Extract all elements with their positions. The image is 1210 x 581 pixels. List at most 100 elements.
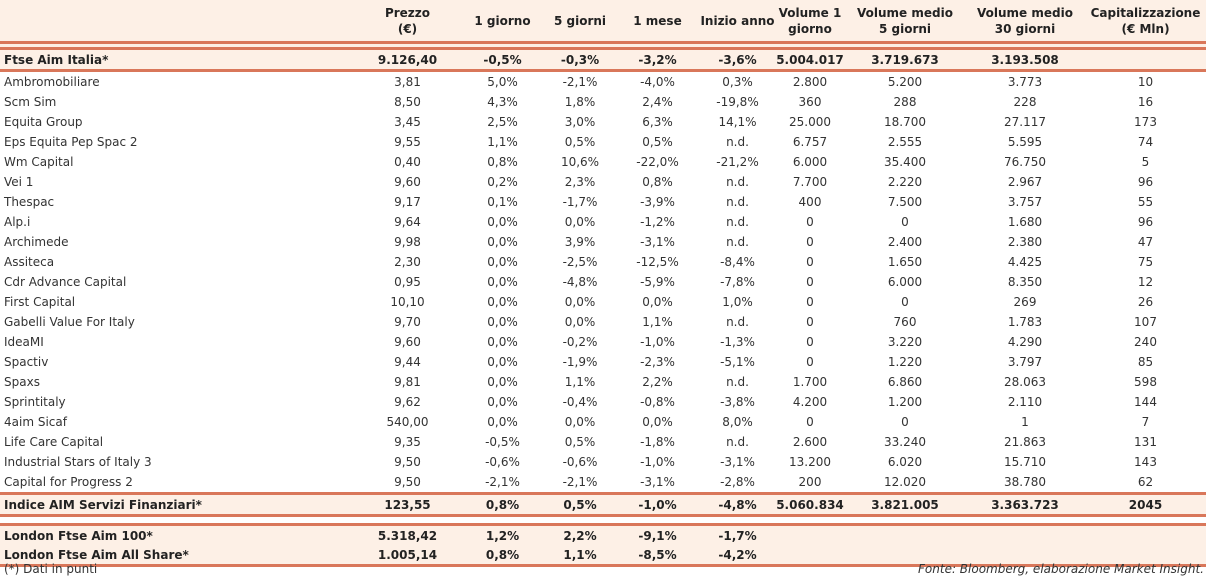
table-cell: 12.020 [884,475,926,489]
table-cell: 9.126,40 [355,48,460,72]
table-cell: 760 [893,315,917,329]
table-cell: -1,2% [640,215,675,229]
table-cell: 15.710 [1004,455,1046,469]
table-cell: 1.680 [1007,215,1043,229]
row-label: Ambromobiliare [4,75,100,89]
table-cell: 0 [901,415,909,429]
spacer [0,516,1206,525]
table-cell: 9,60 [394,175,421,189]
table-cell: 5,0% [487,75,518,89]
table-cell: -12,5% [636,255,679,269]
table-cell: 0 [901,215,909,229]
table-cell [965,523,1085,545]
table-cell: 107 [1134,315,1157,329]
table-cell: 0,8% [642,175,673,189]
table-cell: 0,2% [487,175,518,189]
column-header: Prezzo (€) [355,0,460,43]
row-label: IdeaMI [4,335,44,349]
table-cell: 0,8% [460,492,545,517]
table-cell: 0,0% [487,275,518,289]
table-cell: 74 [1137,135,1154,149]
table-cell: 76.750 [1004,155,1046,169]
table-cell: 0,0% [487,235,518,249]
table-cell: 0,95 [394,275,421,289]
table-cell: 0,0% [487,255,518,269]
row-label: First Capital [4,295,76,309]
row-label: Capital for Progress 2 [4,475,133,489]
table-cell: -21,2% [716,155,759,169]
table-cell: 0,0% [487,415,518,429]
table-cell: 1.700 [792,375,828,389]
table-cell: 0,3% [722,75,753,89]
table-row: Life Care Capital 9,35 -0,5% 0,5% -1,8% n.d. 2… [0,432,1206,452]
table-cell: 0,0% [487,295,518,309]
row-label: Assiteca [4,255,55,269]
table-row: Vei 1 9,60 0,2% 2,3% 0,8% n.d. 7.700 2.220 2.967… [0,172,1206,192]
table-cell: -5,9% [640,275,675,289]
table-cell: 8,50 [394,95,421,109]
table-row: First Capital 10,10 0,0% 0,0% 0,0% 1,0% 0 0 269 2… [0,292,1206,312]
table-cell: -0,4% [562,395,598,409]
table-cell: 0,5% [564,135,596,149]
table-cell: 62 [1137,475,1154,489]
table-cell: 9,55 [394,135,421,149]
table-cell: 21.863 [1004,435,1046,449]
table-cell [845,545,965,567]
table-cell: 0,40 [394,155,421,169]
table-cell: -4,0% [640,75,675,89]
table-cell: 1,2% [460,523,545,545]
table-cell: 9,60 [394,335,421,349]
table-cell: 360 [798,95,822,109]
table-cell: 0,0% [564,295,596,309]
table-cell: 7.700 [792,175,828,189]
table-row: Scm Sim 8,50 4,3% 1,8% 2,4% -19,8% 360 288 228 16 [0,92,1206,112]
table-cell: 0 [806,255,814,269]
column-header: Capitalizzazione (€ Mln) [1085,0,1206,43]
table-cell: n.d. [726,195,749,209]
table-cell: 2.967 [1007,175,1043,189]
table-cell: 1 [1021,415,1029,429]
table-cell: 0,0% [487,335,518,349]
table-cell: -0,6% [562,455,598,469]
table-cell: 28.063 [1004,375,1046,389]
table-cell: 12 [1137,275,1154,289]
table-cell: -1,0% [615,492,700,517]
table-cell: -3,1% [640,475,675,489]
table-cell: 3,9% [564,235,596,249]
table-cell: 1,1% [545,545,615,567]
row-label: Indice AIM Servizi Finanziari* [0,492,355,517]
table-cell: 2,30 [394,255,421,269]
table-cell: 3.363.723 [965,492,1085,517]
table-cell: 6,3% [642,115,673,129]
table-cell: -4,8% [562,275,598,289]
table-cell: n.d. [726,375,749,389]
row-label: Thespac [4,195,55,209]
row-label: London Ftse Aim All Share* [0,545,355,567]
table-cell: -2,1% [562,75,598,89]
row-label: London Ftse Aim 100* [0,523,355,545]
source-note: Fonte: Bloomberg, elaborazione Market In… [918,562,1204,576]
table-cell: -8,4% [720,255,755,269]
table-cell: 0,5% [564,435,596,449]
table-row: Gabelli Value For Italy 9,70 0,0% 0,0% 1,1% n… [0,312,1206,332]
table-cell: 9,17 [394,195,421,209]
row-label: Eps Equita Pep Spac 2 [4,135,138,149]
table-cell: 27.117 [1004,115,1046,129]
column-header: Volume medio 30 giorni [965,0,1085,43]
table-cell: 173 [1134,115,1157,129]
table-cell: 6.000 [887,275,923,289]
table-cell: 269 [1013,295,1037,309]
table-cell: 8,0% [722,415,753,429]
table-cell: 288 [893,95,917,109]
index-row-london-100: London Ftse Aim 100* 5.318,42 1,2% 2,2% -9,1… [0,523,1206,545]
table-cell: 540,00 [386,415,429,429]
table-cell: 10 [1137,75,1154,89]
table-cell: 0,0% [642,295,673,309]
table-row: Archimede 9,98 0,0% 3,9% -3,1% n.d. 0 2.400 2.38… [0,232,1206,252]
table-cell: 131 [1134,435,1157,449]
table-row: Capital for Progress 2 9,50 -2,1% -2,1% -3,1… [0,472,1206,494]
table-cell: 35.400 [884,155,926,169]
table-cell: 0,0% [642,415,673,429]
column-header: 1 mese [615,0,700,43]
table-cell: 5 [1141,155,1150,169]
